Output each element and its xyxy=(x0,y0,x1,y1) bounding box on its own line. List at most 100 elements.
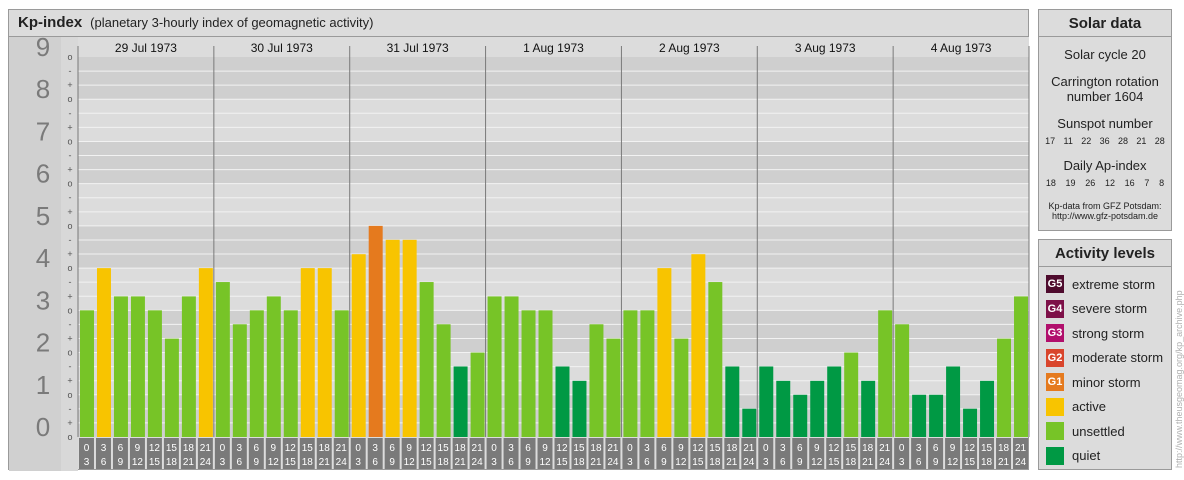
hour-end-label: 21 xyxy=(183,457,195,468)
hour-box xyxy=(571,438,587,469)
hour-end-label: 18 xyxy=(166,457,178,468)
hour-start-label: 12 xyxy=(828,443,840,454)
legend-item: G1 minor storm xyxy=(1046,372,1141,392)
hour-end-label: 3 xyxy=(84,457,90,468)
sunspot-value: 17 xyxy=(1045,136,1056,146)
hour-start-label: 0 xyxy=(899,443,905,454)
hour-start-label: 3 xyxy=(508,443,514,454)
kp-bar xyxy=(130,296,145,437)
y-tick-label: 6 xyxy=(36,159,50,189)
hour-end-label: 9 xyxy=(933,457,939,468)
hour-start-label: 9 xyxy=(135,443,141,454)
y-tick-label: 7 xyxy=(36,116,50,146)
kp-bar xyxy=(266,296,281,437)
hour-start-label: 9 xyxy=(406,443,412,454)
hour-end-label: 24 xyxy=(200,457,212,468)
hour-box xyxy=(333,438,349,469)
hour-end-label: 12 xyxy=(947,457,959,468)
y-minor-tick-label: o xyxy=(67,94,72,104)
ap-label: Daily Ap-index xyxy=(1063,158,1147,173)
hour-start-label: 18 xyxy=(590,443,602,454)
y-minor-tick-label: - xyxy=(69,277,72,287)
y-tick-label: 0 xyxy=(36,412,50,442)
legend-swatch xyxy=(1046,446,1064,465)
kp-bar xyxy=(80,310,94,437)
carrington-line-2: number 1604 xyxy=(1066,89,1144,104)
hour-end-label: 15 xyxy=(964,457,976,468)
kp-bar xyxy=(776,380,791,437)
hour-box xyxy=(486,438,502,469)
hour-start-label: 3 xyxy=(372,443,378,454)
hour-box xyxy=(775,438,791,469)
hour-box xyxy=(452,438,468,469)
kp-bar xyxy=(810,380,825,437)
kp-bar xyxy=(997,338,1012,437)
kp-bar xyxy=(572,380,587,437)
hour-box xyxy=(673,438,689,469)
hour-box xyxy=(911,438,927,469)
hour-end-label: 18 xyxy=(573,457,585,468)
hour-end-label: 3 xyxy=(899,457,905,468)
kp-bar xyxy=(980,380,995,437)
hour-box xyxy=(639,438,655,469)
kp-bar xyxy=(249,310,264,437)
hour-box xyxy=(792,438,808,469)
legend-item: unsettled xyxy=(1046,421,1125,441)
kp-bar xyxy=(181,296,196,437)
sunspot-values: 17 11 22 36 28 21 28 xyxy=(1039,136,1171,146)
hour-end-label: 21 xyxy=(590,457,602,468)
hour-end-label: 6 xyxy=(644,457,650,468)
hour-start-label: 21 xyxy=(879,443,891,454)
ap-values: 18 19 26 12 16 7 8 xyxy=(1039,178,1171,188)
hour-box xyxy=(605,438,621,469)
hour-box xyxy=(945,438,961,469)
legend-item: G2 moderate storm xyxy=(1046,348,1163,368)
hour-end-label: 6 xyxy=(237,457,243,468)
hour-start-label: 6 xyxy=(797,443,803,454)
kp-bar xyxy=(351,254,366,437)
hour-end-label: 6 xyxy=(780,457,786,468)
hour-box xyxy=(758,438,774,469)
hour-end-label: 12 xyxy=(811,457,823,468)
kp-bar xyxy=(946,366,961,437)
y-minor-tick-label: + xyxy=(67,376,72,386)
hour-box xyxy=(79,438,94,469)
kp-bar xyxy=(691,254,706,437)
ap-value: 16 xyxy=(1124,178,1135,188)
hour-end-label: 9 xyxy=(118,457,124,468)
solar-data-title: Solar data xyxy=(1039,10,1171,37)
hour-start-label: 15 xyxy=(573,443,585,454)
hour-box xyxy=(214,438,230,469)
sunspot-label: Sunspot number xyxy=(1057,116,1153,131)
hour-end-label: 9 xyxy=(661,457,667,468)
hour-start-label: 18 xyxy=(998,443,1010,454)
y-minor-tick-label: + xyxy=(67,249,72,259)
sunspot-value: 11 xyxy=(1063,136,1073,146)
day-label: 4 Aug 1973 xyxy=(931,41,992,55)
hour-end-label: 18 xyxy=(845,457,857,468)
hour-end-label: 3 xyxy=(220,457,226,468)
hour-end-label: 12 xyxy=(268,457,280,468)
kp-bar xyxy=(1014,296,1028,437)
hour-start-label: 9 xyxy=(950,443,956,454)
chart-subtitle: (planetary 3-hourly index of geomagnetic… xyxy=(90,15,374,30)
kp-bar xyxy=(742,408,757,437)
hour-box xyxy=(979,438,995,469)
kp-bar xyxy=(963,408,978,437)
hour-start-label: 18 xyxy=(183,443,195,454)
activity-levels-title: Activity levels xyxy=(1039,240,1171,267)
kp-band-7 xyxy=(78,99,1029,142)
y-minor-tick-label: + xyxy=(67,207,72,217)
hour-start-label: 21 xyxy=(336,443,348,454)
kp-bar xyxy=(232,324,247,437)
day-label: 1 Aug 1973 xyxy=(523,41,584,55)
y-minor-tick-label: - xyxy=(69,404,72,414)
hour-box xyxy=(622,438,638,469)
hour-end-label: 21 xyxy=(726,457,738,468)
kp-bar xyxy=(300,268,315,437)
y-minor-tick-label: + xyxy=(67,418,72,428)
kp-bar xyxy=(929,394,944,437)
hour-end-label: 21 xyxy=(862,457,874,468)
y-minor-tick-label: - xyxy=(69,151,72,161)
hour-box xyxy=(588,438,604,469)
